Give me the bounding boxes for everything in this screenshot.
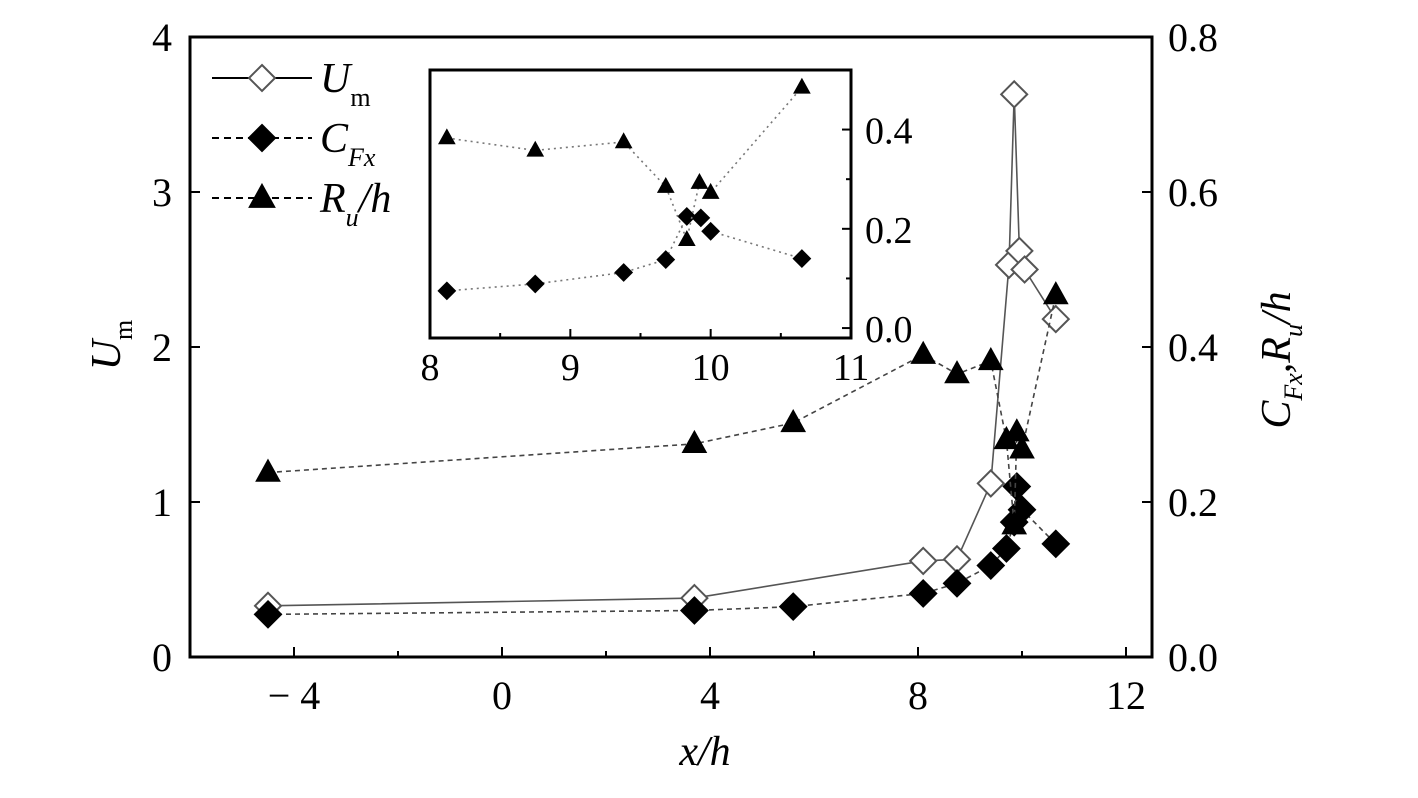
data-point-2	[255, 458, 281, 482]
x-tick-label: 12	[1106, 673, 1146, 718]
data-point-0	[942, 544, 972, 574]
data-point-2	[977, 346, 1004, 371]
y-left-tick-label: 1	[152, 480, 172, 525]
data-point-2	[1042, 281, 1069, 305]
svg-text:CFx,Ru/h: CFx,Ru/h	[1254, 291, 1308, 428]
inset-plot: 8 9 10 110.0 0.2 0.4	[421, 68, 913, 389]
y-left-tick-label: 2	[152, 325, 172, 370]
data-point-1	[976, 551, 1006, 580]
y-left-title-main: U	[84, 337, 130, 370]
inset-data-point-1	[526, 140, 545, 157]
inset-data-point-0	[525, 274, 545, 294]
inset-data-point-0	[701, 221, 721, 241]
y-left-axis-title: Um	[84, 320, 138, 371]
x-axis-title: x/h	[678, 729, 730, 775]
data-point-0	[976, 468, 1006, 498]
inset-y-tick-label: 0.2	[865, 210, 913, 252]
data-point-1	[942, 568, 972, 598]
data-point-0	[1041, 304, 1071, 334]
legend-marker-2	[248, 182, 276, 208]
y-right-title-p2sub: u	[1279, 324, 1308, 337]
inset-data-point-0	[792, 249, 812, 269]
data-point-2	[1001, 511, 1028, 535]
y-right-tick-label: 0.0	[1168, 635, 1218, 680]
inset-data-point-1	[437, 128, 456, 145]
inset-data-point-0	[437, 281, 457, 301]
data-point-1	[908, 579, 938, 608]
inset-x-tick-label: 9	[561, 347, 580, 389]
inset-y-tick-label: 0.4	[865, 111, 913, 153]
legend-label-1: CFx	[320, 116, 376, 172]
x-tick-label: 8	[908, 673, 928, 718]
series-line-1	[267, 486, 1057, 616]
inset-series-line-0	[446, 215, 803, 292]
legend-marker-1	[247, 123, 277, 153]
y-right-tick-label: 0.4	[1168, 325, 1218, 370]
data-point-0	[999, 79, 1029, 109]
data-point-0	[1010, 255, 1040, 284]
y-right-tick-label: 0.8	[1168, 15, 1218, 60]
inset-data-point-0	[677, 206, 697, 226]
y-right-title-p1sub: Fx	[1279, 373, 1308, 402]
legend-label-2: Ru/h	[319, 176, 391, 232]
data-point-1	[1041, 529, 1071, 559]
inset-data-point-1	[656, 176, 675, 193]
data-point-1	[778, 592, 808, 622]
data-point-2	[681, 429, 708, 454]
inset-data-point-1	[677, 230, 696, 246]
inset-data-point-0	[614, 263, 634, 282]
data-point-2	[1003, 418, 1030, 442]
inset-frame	[428, 68, 853, 340]
inset-x-tick-label: 8	[421, 347, 440, 389]
y-left-tick-label: 3	[152, 170, 172, 215]
data-point-1	[253, 599, 283, 629]
inset-data-point-0	[656, 250, 676, 269]
svg-text:Um: Um	[84, 320, 138, 371]
x-tick-label: − 4	[268, 673, 321, 718]
data-point-1	[1002, 472, 1032, 501]
y-left-tick-label: 4	[152, 15, 172, 60]
x-tick-label: 0	[492, 673, 512, 718]
inset-x-tick-label: 10	[692, 347, 730, 389]
y-left-tick-label: 0	[152, 635, 172, 680]
y-right-tick-label: 0.2	[1168, 480, 1218, 525]
y-right-axis-title: CFx,Ru/h	[1254, 291, 1308, 428]
y-right-title-p1: C	[1254, 400, 1300, 429]
inset-data-point-0	[691, 208, 711, 228]
inset-data-point-1	[793, 77, 811, 94]
y-right-title-p2: ,R	[1254, 337, 1300, 373]
inset-y-tick-label: 0.0	[865, 309, 913, 351]
inset-data-point-1	[701, 182, 720, 199]
data-point-2	[944, 360, 970, 384]
legend-label-0: Um	[320, 56, 371, 112]
y-right-tick-label: 0.6	[1168, 170, 1218, 215]
data-point-1	[991, 534, 1021, 563]
inset-x-tick-label: 11	[833, 347, 870, 389]
legend-marker-0	[247, 63, 277, 93]
inset-data-point-1	[614, 132, 633, 149]
data-point-0	[908, 546, 938, 576]
y-right-title-p3: /h	[1254, 291, 1300, 326]
y-left-title-sub: m	[109, 320, 138, 340]
data-point-2	[910, 340, 937, 364]
data-point-2	[780, 408, 807, 433]
data-point-2	[1009, 435, 1035, 459]
x-tick-label: 4	[700, 673, 720, 718]
data-point-1	[679, 596, 709, 625]
inset-data-point-1	[690, 172, 709, 189]
